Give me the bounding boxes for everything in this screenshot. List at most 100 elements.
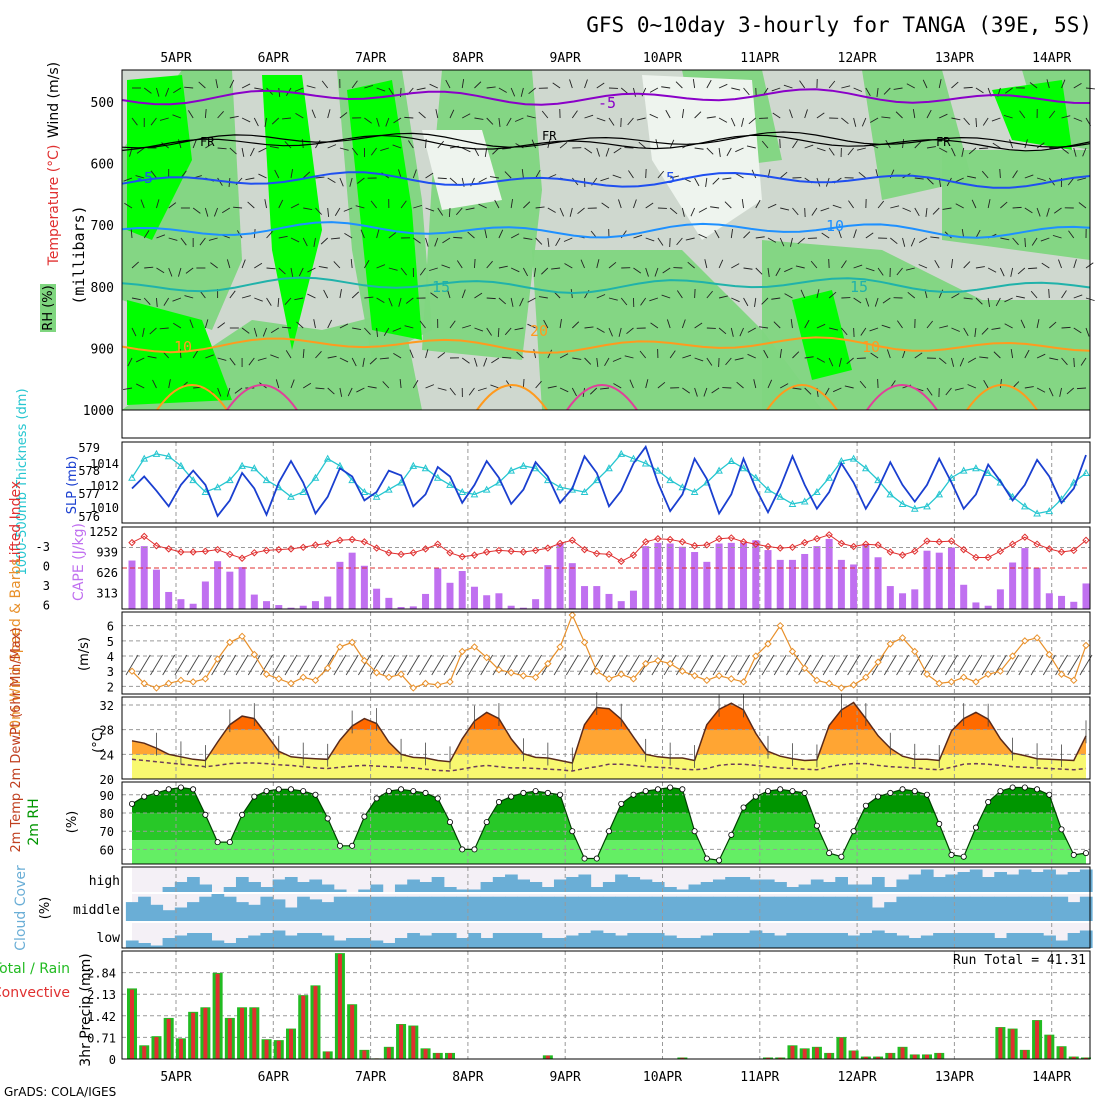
wind-barb [991, 117, 1001, 122]
wind-barb [535, 380, 542, 389]
rh2m-point [300, 788, 307, 795]
precip-convective-bar [435, 1053, 440, 1059]
precip-convective-bar [325, 1051, 330, 1059]
wind-barb [861, 117, 867, 127]
wind-barb [521, 169, 524, 179]
wind-barb [130, 228, 133, 239]
wind10-point [641, 659, 650, 668]
wind-barb [761, 297, 769, 305]
wind-barb [992, 142, 1001, 149]
cape-bar [189, 603, 197, 609]
wind-barb [639, 350, 647, 359]
wind-barb [1073, 327, 1082, 334]
rh2m-point [1070, 851, 1077, 858]
precip-convective-bar [766, 1057, 770, 1059]
wind-barb [665, 109, 671, 119]
lifted-index-point [1082, 536, 1090, 544]
wind10-point [862, 673, 870, 682]
wind-barb [747, 353, 756, 359]
slp-tick-label: 1010 [90, 501, 119, 515]
rh2m-point [275, 786, 282, 793]
cloud-bar-high [615, 874, 628, 892]
wind-barb [739, 327, 744, 337]
temp-tick-label: 32 [100, 699, 114, 713]
cloud-bar-middle [774, 896, 787, 921]
wind-barb [1061, 79, 1066, 89]
wind-barb [295, 112, 304, 119]
isotherm-label: -5 [598, 94, 616, 112]
wind10-point [947, 678, 956, 686]
wind-barb [229, 79, 235, 89]
wind-barb [627, 117, 634, 126]
wind-barb [355, 205, 365, 209]
wind-barb [253, 327, 258, 337]
slp-axis-label: SLP (mb) [65, 456, 80, 515]
rh2m-band-low [132, 840, 1086, 864]
wind10-point [275, 675, 283, 683]
wind10-point [128, 667, 136, 675]
wind-barb [730, 117, 736, 127]
precip-convective-bar [900, 1047, 905, 1059]
wind10-barb [260, 654, 273, 676]
wind-barb [859, 380, 867, 389]
wind-barb [339, 387, 343, 397]
wind10-point [434, 681, 442, 689]
wind10-point [752, 652, 760, 660]
wind-barb [404, 325, 414, 329]
precip-total-legend: Total / Rain [0, 961, 70, 977]
cape-bar [1058, 595, 1066, 609]
wind-barb [425, 207, 435, 212]
top-date-label: 6APR [258, 51, 289, 66]
lifted-index-point [764, 542, 772, 551]
li-tick-label: 0 [43, 560, 50, 574]
wind-barb [954, 387, 964, 391]
cloud-bar-high [957, 872, 971, 892]
isotherm-label: FR [542, 129, 557, 143]
wind-barb [718, 147, 721, 157]
wind-barb [184, 86, 194, 89]
wind-barb [613, 383, 622, 389]
wind-barb [486, 117, 494, 125]
wind-barb [327, 319, 333, 329]
cape-bar [862, 544, 870, 609]
rh2m-point [765, 788, 772, 795]
lifted-index-point [164, 545, 173, 553]
rh2m-point [703, 855, 710, 862]
wind-barb [306, 85, 316, 89]
wind-barb [722, 177, 732, 180]
wind-barb [869, 327, 879, 332]
wind-barb [967, 357, 977, 363]
wind-barb [613, 147, 622, 154]
cloud-bar-high [529, 882, 543, 892]
wind-barb [412, 169, 417, 179]
thickness-point [617, 449, 626, 457]
wind-barb [523, 237, 533, 240]
lifted-index-point [189, 548, 197, 556]
thickness-point [654, 466, 662, 474]
cloud-bar-middle [125, 902, 139, 921]
wind10-tick-label: 2 [107, 680, 114, 694]
wind10-point [1033, 634, 1041, 642]
wind-barb [1003, 114, 1013, 119]
precip-frame [121, 950, 1091, 1060]
thickness-point [470, 490, 479, 498]
wind-barb [156, 199, 160, 209]
cape-bar [727, 542, 735, 609]
wind10-barb [834, 654, 848, 676]
wind-barb [1031, 237, 1038, 246]
wind-barb [504, 327, 512, 336]
wind10-point [690, 672, 699, 680]
wind-barb [398, 169, 402, 179]
wind10-point [1021, 637, 1029, 645]
wind-barb [1010, 349, 1014, 359]
thickness-point [788, 499, 797, 507]
rh2m-point [887, 789, 894, 796]
cloud-bar-high [443, 887, 457, 892]
cloud-bar-low [982, 933, 995, 948]
wind-barb [853, 264, 863, 269]
wind-barb [706, 357, 713, 366]
thickness-point [433, 473, 442, 481]
cloud-bar-high [321, 884, 335, 892]
wind10-barb [786, 654, 799, 676]
cloud-bar-low [235, 938, 249, 948]
